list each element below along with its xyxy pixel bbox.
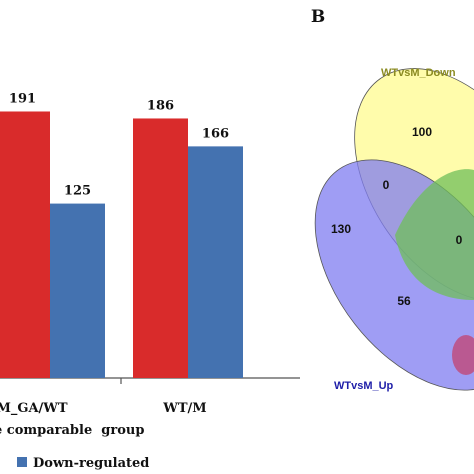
- panel-label-b: B: [311, 7, 325, 27]
- venn-count-down-only: 100: [412, 125, 432, 139]
- bar-value-label: 125: [64, 184, 91, 199]
- bar-m-ga-wt-series-0: [0, 111, 50, 378]
- venn-count-center: 0: [456, 233, 463, 247]
- legend-label-down-regulated: Down-regulated: [33, 456, 149, 471]
- venn-overlap-region: [395, 169, 474, 300]
- bar-m-ga-wt-series-1: [50, 203, 105, 378]
- venn-set-label-wtvsm-down: WTvsM_Down: [381, 67, 456, 79]
- bar-chart: 191 125 186 166 M_GA/WT WT/M e comparable g…: [0, 91, 300, 471]
- x-axis-title: e comparable group: [0, 423, 144, 438]
- bar-value-label: 191: [9, 91, 36, 106]
- venn-count-overlap-lower: 56: [397, 294, 411, 308]
- bar-value-label: 186: [147, 98, 174, 113]
- bars-group: [0, 111, 243, 378]
- venn-set-label-wtvsm-up: WTvsM_Up: [334, 380, 394, 392]
- venn-diagram: B WTvsM_Down WTvsM_Up 100 0 130 0 56: [311, 7, 474, 392]
- bar-wt-m-series-0: [133, 118, 188, 378]
- value-labels-group: 191 125 186 166: [9, 91, 229, 198]
- legend-swatch-down-regulated: [17, 457, 27, 467]
- x-tick-label-m-ga-wt: M_GA/WT: [0, 401, 68, 416]
- bar-value-label: 166: [202, 126, 229, 141]
- venn-overlap-region-pink: [452, 335, 474, 375]
- bar-wt-m-series-1: [188, 146, 243, 378]
- x-tick-label-wt-m: WT/M: [162, 401, 206, 416]
- venn-count-up-only: 130: [331, 222, 351, 236]
- venn-count-overlap-left: 0: [383, 178, 390, 192]
